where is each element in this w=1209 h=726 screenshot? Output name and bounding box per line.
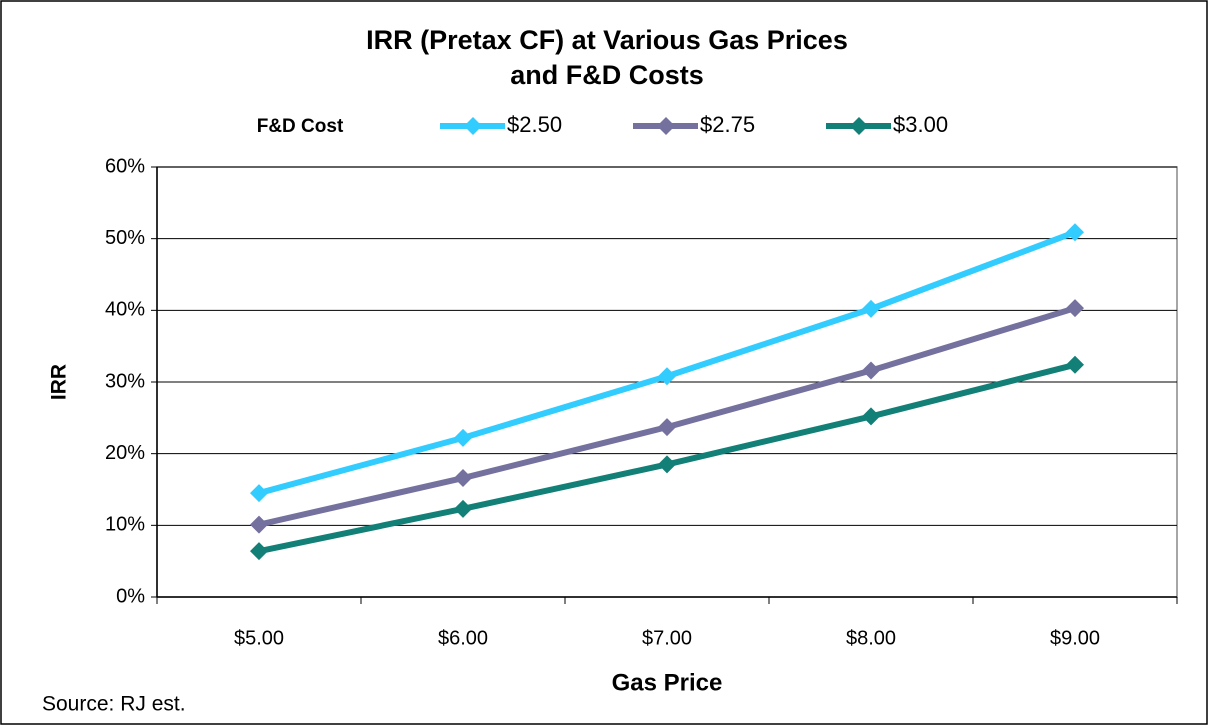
y-tick-label: 30% [105, 370, 145, 392]
y-tick-label: 20% [105, 442, 145, 464]
data-point [1066, 299, 1084, 318]
y-tick-label: 0% [116, 585, 145, 607]
x-tick-label: $9.00 [1050, 627, 1100, 649]
data-point [862, 361, 880, 380]
y-axis-title: IRR [48, 364, 71, 400]
chart-title: and F&D Costs [510, 60, 704, 90]
x-axis-title: Gas Price [612, 669, 723, 696]
data-point [454, 428, 472, 447]
y-tick-label: 10% [105, 514, 145, 536]
x-tick-label: $6.00 [438, 627, 488, 649]
legend-marker [850, 117, 868, 135]
data-point [454, 499, 472, 518]
data-point [250, 484, 268, 503]
data-point [658, 367, 676, 386]
data-point [250, 515, 268, 534]
data-point [454, 469, 472, 488]
x-tick-label: $5.00 [234, 627, 284, 649]
data-point [862, 407, 880, 426]
legend-marker [657, 117, 675, 135]
legend-marker [464, 117, 482, 135]
data-point [658, 455, 676, 474]
x-tick-label: $7.00 [642, 627, 692, 649]
legend-label: $3.00 [893, 112, 948, 137]
legend-title: F&D Cost [257, 116, 344, 137]
source-note: Source: RJ est. [42, 693, 186, 716]
y-tick-label: 50% [105, 227, 145, 249]
y-tick-label: 60% [105, 155, 145, 177]
data-point [250, 542, 268, 561]
y-tick-label: 40% [105, 299, 145, 321]
chart-title: IRR (Pretax CF) at Various Gas Prices [366, 25, 848, 55]
data-point [862, 299, 880, 318]
x-tick-label: $8.00 [846, 627, 896, 649]
legend-label: $2.50 [507, 112, 562, 137]
legend-label: $2.75 [700, 112, 755, 137]
data-point [1066, 223, 1084, 242]
data-point [1066, 355, 1084, 374]
data-point [658, 418, 676, 437]
